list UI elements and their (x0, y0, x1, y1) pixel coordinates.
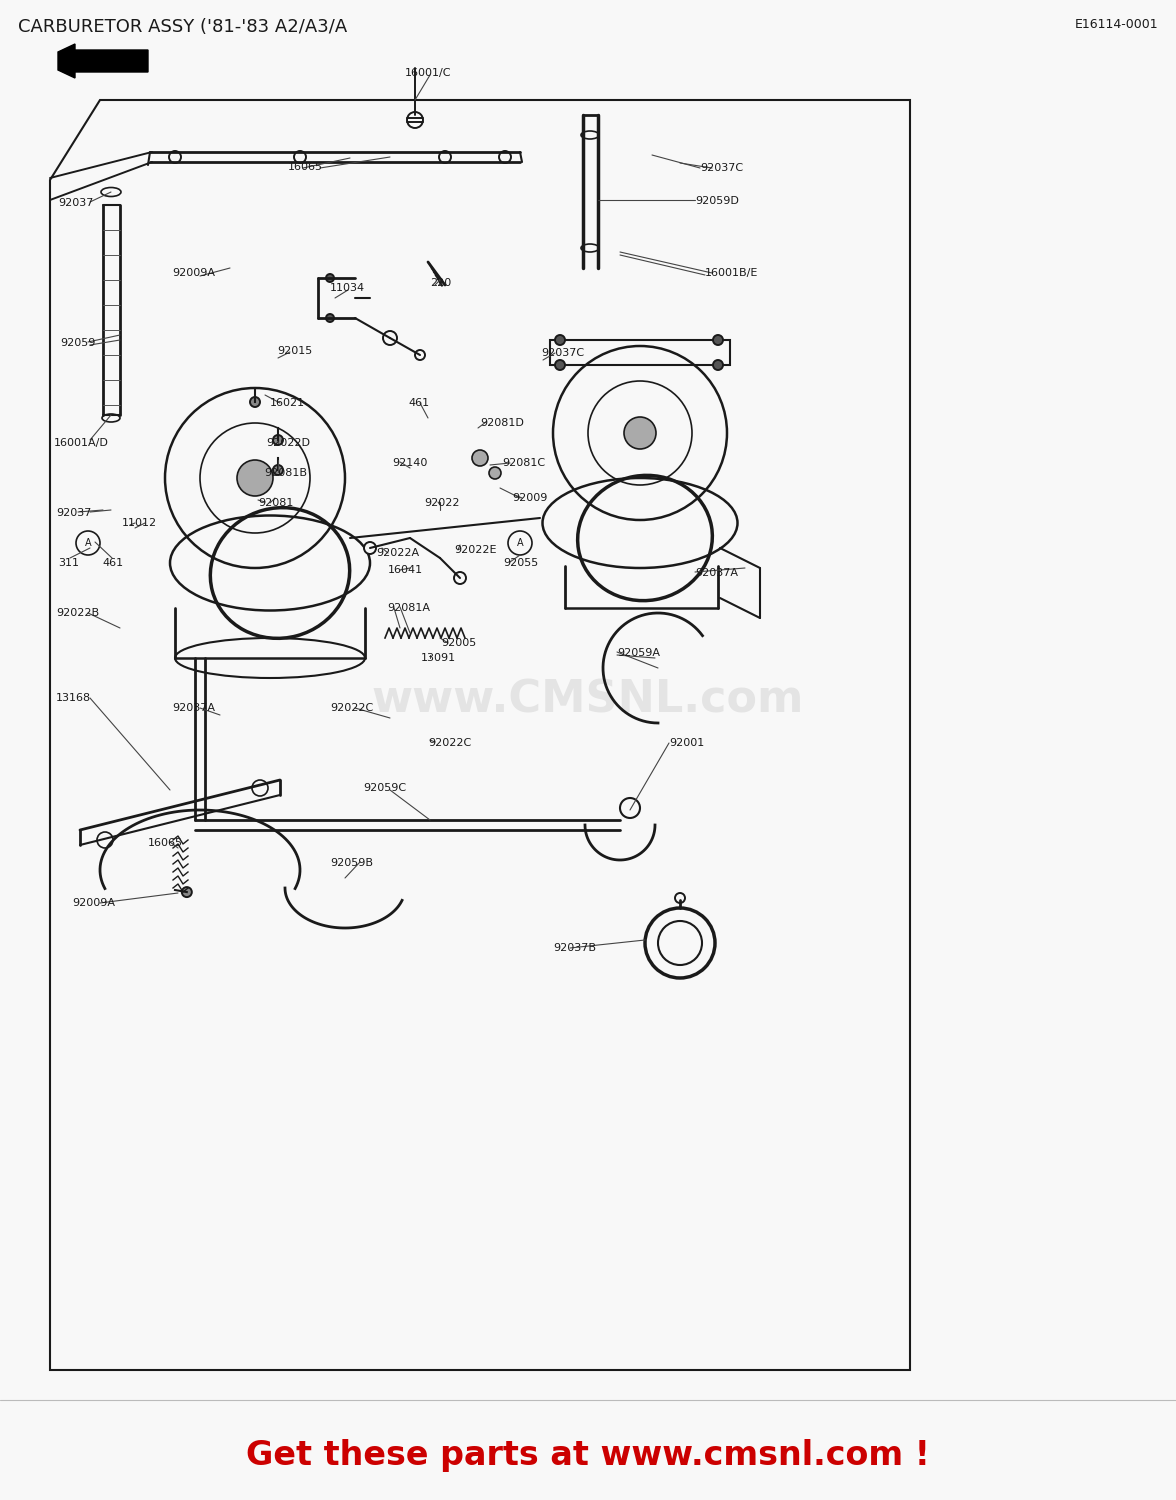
Text: 92055: 92055 (503, 558, 539, 568)
Text: 311: 311 (58, 558, 79, 568)
Text: A: A (516, 538, 523, 548)
Text: 11012: 11012 (122, 518, 158, 528)
Bar (550, 340, 730, 364)
Text: 92059C: 92059C (363, 783, 406, 794)
Text: 11034: 11034 (330, 284, 365, 292)
Text: 92009A: 92009A (72, 898, 115, 908)
Text: CARBURETOR ASSY ('81-'83 A2/A3/A: CARBURETOR ASSY ('81-'83 A2/A3/A (18, 18, 347, 36)
Text: 92022A: 92022A (376, 548, 419, 558)
Text: Get these parts at www.cmsnl.com !: Get these parts at www.cmsnl.com ! (246, 1438, 930, 1472)
Text: 92037C: 92037C (541, 348, 584, 358)
Text: 16001B/E: 16001B/E (704, 268, 759, 278)
Circle shape (624, 417, 656, 448)
Text: 92081D: 92081D (480, 419, 523, 428)
Circle shape (326, 314, 334, 322)
Text: 92081A: 92081A (387, 603, 430, 613)
Text: 92022D: 92022D (266, 438, 310, 448)
Circle shape (250, 398, 260, 406)
Text: 92022E: 92022E (454, 544, 496, 555)
Text: 92009: 92009 (512, 494, 547, 502)
Circle shape (383, 332, 397, 345)
Text: 92001: 92001 (669, 738, 704, 748)
Text: 92005: 92005 (441, 638, 476, 648)
Circle shape (675, 892, 684, 903)
Text: 92037C: 92037C (700, 164, 743, 172)
Text: 16065: 16065 (148, 839, 183, 848)
Circle shape (489, 466, 501, 478)
Text: 92022B: 92022B (56, 608, 99, 618)
Polygon shape (58, 44, 148, 78)
Circle shape (365, 542, 376, 554)
Circle shape (407, 112, 423, 128)
Circle shape (326, 274, 334, 282)
Text: 92037: 92037 (56, 509, 92, 518)
Text: 16021: 16021 (270, 398, 305, 408)
Text: 220: 220 (430, 278, 452, 288)
Circle shape (273, 435, 283, 445)
Text: 92059A: 92059A (617, 648, 660, 658)
Text: E16114-0001: E16114-0001 (1075, 18, 1158, 32)
Text: 92059D: 92059D (695, 196, 739, 206)
Circle shape (659, 921, 702, 964)
Circle shape (415, 350, 425, 360)
Text: 92140: 92140 (392, 458, 427, 468)
Text: 92009A: 92009A (172, 268, 215, 278)
Circle shape (555, 334, 564, 345)
Text: 16041: 16041 (388, 566, 423, 574)
Text: 92037: 92037 (58, 198, 93, 208)
Text: 92081C: 92081C (502, 458, 546, 468)
Text: 16065: 16065 (288, 162, 323, 172)
Circle shape (294, 152, 306, 164)
Text: A: A (85, 538, 92, 548)
Circle shape (472, 450, 488, 466)
Text: 92081: 92081 (258, 498, 293, 508)
Text: 92015: 92015 (278, 346, 313, 355)
Text: 92081B: 92081B (263, 468, 307, 478)
Text: 92022: 92022 (425, 498, 460, 508)
Circle shape (96, 833, 113, 848)
Text: 92037A: 92037A (695, 568, 739, 578)
Text: 92037B: 92037B (553, 944, 596, 952)
Circle shape (555, 360, 564, 370)
Circle shape (454, 572, 466, 584)
Text: 16001A/D: 16001A/D (54, 438, 109, 448)
Text: 92022C: 92022C (428, 738, 472, 748)
Circle shape (182, 886, 192, 897)
Circle shape (713, 334, 723, 345)
Text: 92059B: 92059B (330, 858, 373, 868)
Text: 92059: 92059 (60, 338, 95, 348)
Text: www.CMSNL.com: www.CMSNL.com (372, 678, 804, 722)
Text: 16001/C: 16001/C (405, 68, 452, 78)
Circle shape (713, 360, 723, 370)
Text: 13168: 13168 (56, 693, 91, 703)
Text: 461: 461 (408, 398, 429, 408)
Text: 92037A: 92037A (172, 704, 215, 712)
Circle shape (238, 460, 273, 496)
Text: 92022C: 92022C (330, 704, 373, 712)
Circle shape (252, 780, 268, 796)
Circle shape (169, 152, 181, 164)
Text: FRONT: FRONT (79, 54, 127, 68)
Circle shape (439, 152, 452, 164)
Text: 461: 461 (102, 558, 123, 568)
Text: 13091: 13091 (421, 652, 456, 663)
Circle shape (273, 465, 283, 476)
Circle shape (620, 798, 640, 818)
Circle shape (499, 152, 512, 164)
